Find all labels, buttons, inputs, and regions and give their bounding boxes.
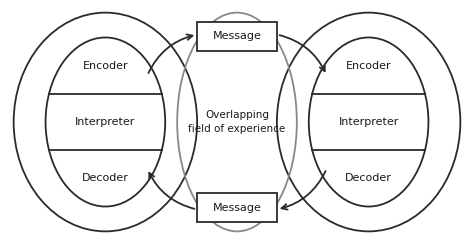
Ellipse shape: [46, 38, 165, 206]
Text: Encoder: Encoder: [82, 61, 128, 71]
Text: Decoder: Decoder: [345, 173, 392, 183]
Bar: [197, 21, 277, 51]
Text: Message: Message: [212, 31, 262, 41]
Text: Interpreter: Interpreter: [338, 117, 399, 127]
Text: Overlapping
field of experience: Overlapping field of experience: [188, 110, 286, 134]
Ellipse shape: [309, 38, 428, 206]
Text: Encoder: Encoder: [346, 61, 392, 71]
Bar: [197, 193, 277, 223]
Text: Message: Message: [212, 203, 262, 213]
Text: Interpreter: Interpreter: [75, 117, 136, 127]
Text: Decoder: Decoder: [82, 173, 129, 183]
